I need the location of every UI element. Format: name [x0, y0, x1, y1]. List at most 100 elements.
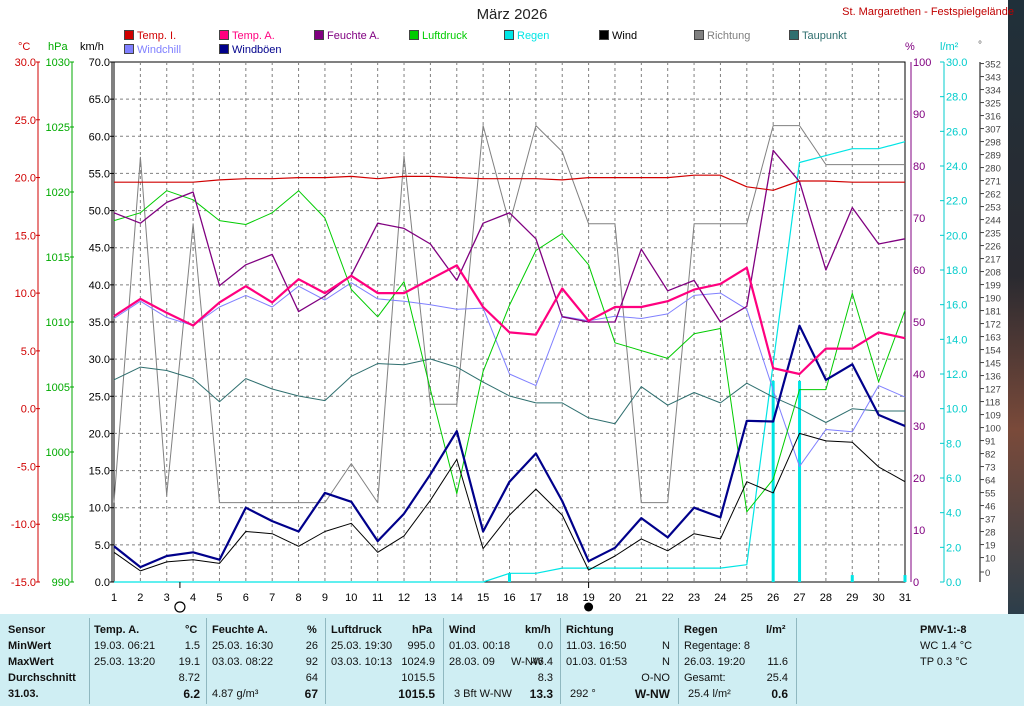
direction-tick-label: 307 — [985, 125, 1001, 136]
wind-tick-label: 45.0 — [89, 243, 110, 255]
stats-hum-today: 67 — [304, 687, 318, 701]
direction-tick-label: 235 — [985, 229, 1001, 240]
humidity-tick-label: 40 — [913, 369, 925, 381]
series-line-regen — [114, 141, 906, 583]
stats-press-min: 995.0 — [407, 640, 435, 652]
wind-tick-label: 60.0 — [89, 131, 110, 143]
direction-tick-label: 82 — [985, 450, 996, 461]
temp-unit-label: °C — [18, 41, 30, 53]
direction-tick-label: 19 — [985, 541, 996, 552]
wind-tick-label: 50.0 — [89, 206, 110, 218]
x-tick-label: 2 — [137, 592, 143, 604]
temp-tick-label: -10.0 — [11, 519, 36, 531]
stats-press-min-time: 25.03. 19:30 — [331, 640, 393, 652]
legend-item: Luftdruck — [409, 30, 467, 43]
direction-tick-label: 136 — [985, 372, 1001, 383]
weather-chart: °C hPa km/h% l/m² °30.025.020.015.010.05.00.… — [10, 0, 1024, 614]
x-tick-label: 16 — [503, 592, 515, 604]
direction-tick-label: 145 — [985, 359, 1001, 370]
direction-tick-label: 208 — [985, 268, 1001, 279]
stats-pmv-title: PMV-1:-8 — [920, 624, 967, 636]
x-tick-label: 28 — [820, 592, 832, 604]
x-tick-label: 8 — [296, 592, 302, 604]
pressure-tick-label: 1015 — [46, 252, 70, 264]
rain-tick-label: 30.0 — [946, 57, 967, 69]
rain-tick-label: 2.0 — [946, 542, 961, 554]
x-tick-label: 31 — [899, 592, 911, 604]
direction-tick-label: 163 — [985, 333, 1001, 344]
stats-panel: Sensor MinWert MaxWert Durchschnitt 31.0… — [0, 614, 1024, 706]
humidity-tick-label: 0 — [913, 577, 919, 589]
stats-wind-avg: 8.3 — [537, 672, 553, 684]
temp-tick-label: 15.0 — [15, 230, 36, 242]
stats-rain-unit: l/m² — [766, 624, 786, 636]
x-tick-label: 21 — [635, 592, 647, 604]
stats-press-unit: hPa — [412, 624, 433, 636]
legend-item: Windböen — [219, 44, 282, 57]
stats-hum-max: 92 — [305, 656, 318, 668]
series-line-richtung — [113, 125, 905, 504]
direction-tick-label: 343 — [985, 73, 1001, 84]
wind-tick-label: 35.0 — [89, 317, 110, 329]
wind-tick-label: 20.0 — [89, 428, 110, 440]
rain-tick-label: 26.0 — [946, 126, 967, 138]
legend-swatch — [124, 30, 134, 40]
stats-date-label: 31.03. — [8, 688, 39, 700]
x-tick-label: 19 — [582, 592, 594, 604]
pressure-unit-label: hPa — [48, 41, 68, 53]
legend-item: Wind — [599, 30, 637, 43]
series-line-temp-a- — [113, 264, 906, 376]
wind-tick-label: 15.0 — [89, 466, 110, 478]
x-tick-label: 10 — [345, 592, 357, 604]
stats-press-today: 1015.5 — [398, 687, 435, 701]
stats-temp-title: Temp. A. — [94, 624, 140, 636]
humidity-tick-label: 100 — [913, 57, 931, 69]
legend: Temp. I. Temp. A. Feuchte A. Luftdruck Regen… — [124, 30, 884, 60]
x-tick-label: 3 — [164, 592, 170, 604]
legend-swatch — [599, 30, 609, 40]
stats-min-label: MinWert — [8, 640, 52, 652]
stats-rain-total-label: Gesamt: — [684, 672, 726, 684]
wind-tick-label: 70.0 — [89, 57, 110, 69]
stats-wind-min: 0.0 — [537, 640, 553, 652]
stats-wind-max-dir: W-NW — [511, 656, 544, 668]
stats-dir-min: N — [662, 640, 670, 652]
rain-tick-label: 18.0 — [946, 265, 967, 277]
x-tick-label: 9 — [322, 592, 328, 604]
direction-tick-label: 73 — [985, 463, 996, 474]
direction-tick-label: 289 — [985, 151, 1001, 162]
rain-tick-label: 8.0 — [946, 438, 961, 450]
x-tick-label: 24 — [714, 592, 726, 604]
rain-tick-label: 6.0 — [946, 473, 961, 485]
photo-strip — [1008, 0, 1024, 614]
rain-tick-label: 0.0 — [946, 577, 961, 589]
x-tick-label: 29 — [846, 592, 858, 604]
stats-press-avg: 1015.5 — [401, 672, 435, 684]
legend-item: Windchill — [124, 44, 181, 57]
x-tick-label: 7 — [269, 592, 275, 604]
x-tick-label: 27 — [793, 592, 805, 604]
direction-unit-label: ° — [978, 40, 982, 51]
rain-tick-label: 24.0 — [946, 161, 967, 173]
stats-max-label: MaxWert — [8, 656, 54, 668]
stats-hum-avg: 64 — [305, 672, 318, 684]
pressure-tick-label: 990 — [52, 577, 70, 589]
stats-dir-avg: O-NO — [641, 672, 670, 684]
stats-rain-title: Regen — [684, 624, 718, 636]
stats-rain-today: 0.6 — [771, 687, 788, 701]
stats-rain-days: Regentage: 8 — [684, 640, 751, 652]
humidity-tick-label: 70 — [913, 213, 925, 225]
wind-tick-label: 65.0 — [89, 94, 110, 106]
stats-wind-today: 13.3 — [529, 687, 553, 701]
stats-dir-min-time: 11.03. 16:50 — [566, 640, 627, 652]
temp-tick-label: 10.0 — [15, 288, 36, 300]
wind-tick-label: 10.0 — [89, 503, 110, 515]
direction-tick-label: 10 — [985, 554, 996, 565]
station-name: St. Margarethen - Festspielgelände — [842, 6, 1014, 18]
new-moon-marker — [584, 602, 594, 612]
x-tick-label: 18 — [556, 592, 568, 604]
stats-hum-title: Feuchte A. — [212, 624, 268, 636]
stats-hum-abs: 4.87 g/m³ — [212, 688, 259, 700]
stats-dir-max: N — [662, 656, 670, 668]
x-tick-label: 20 — [609, 592, 621, 604]
